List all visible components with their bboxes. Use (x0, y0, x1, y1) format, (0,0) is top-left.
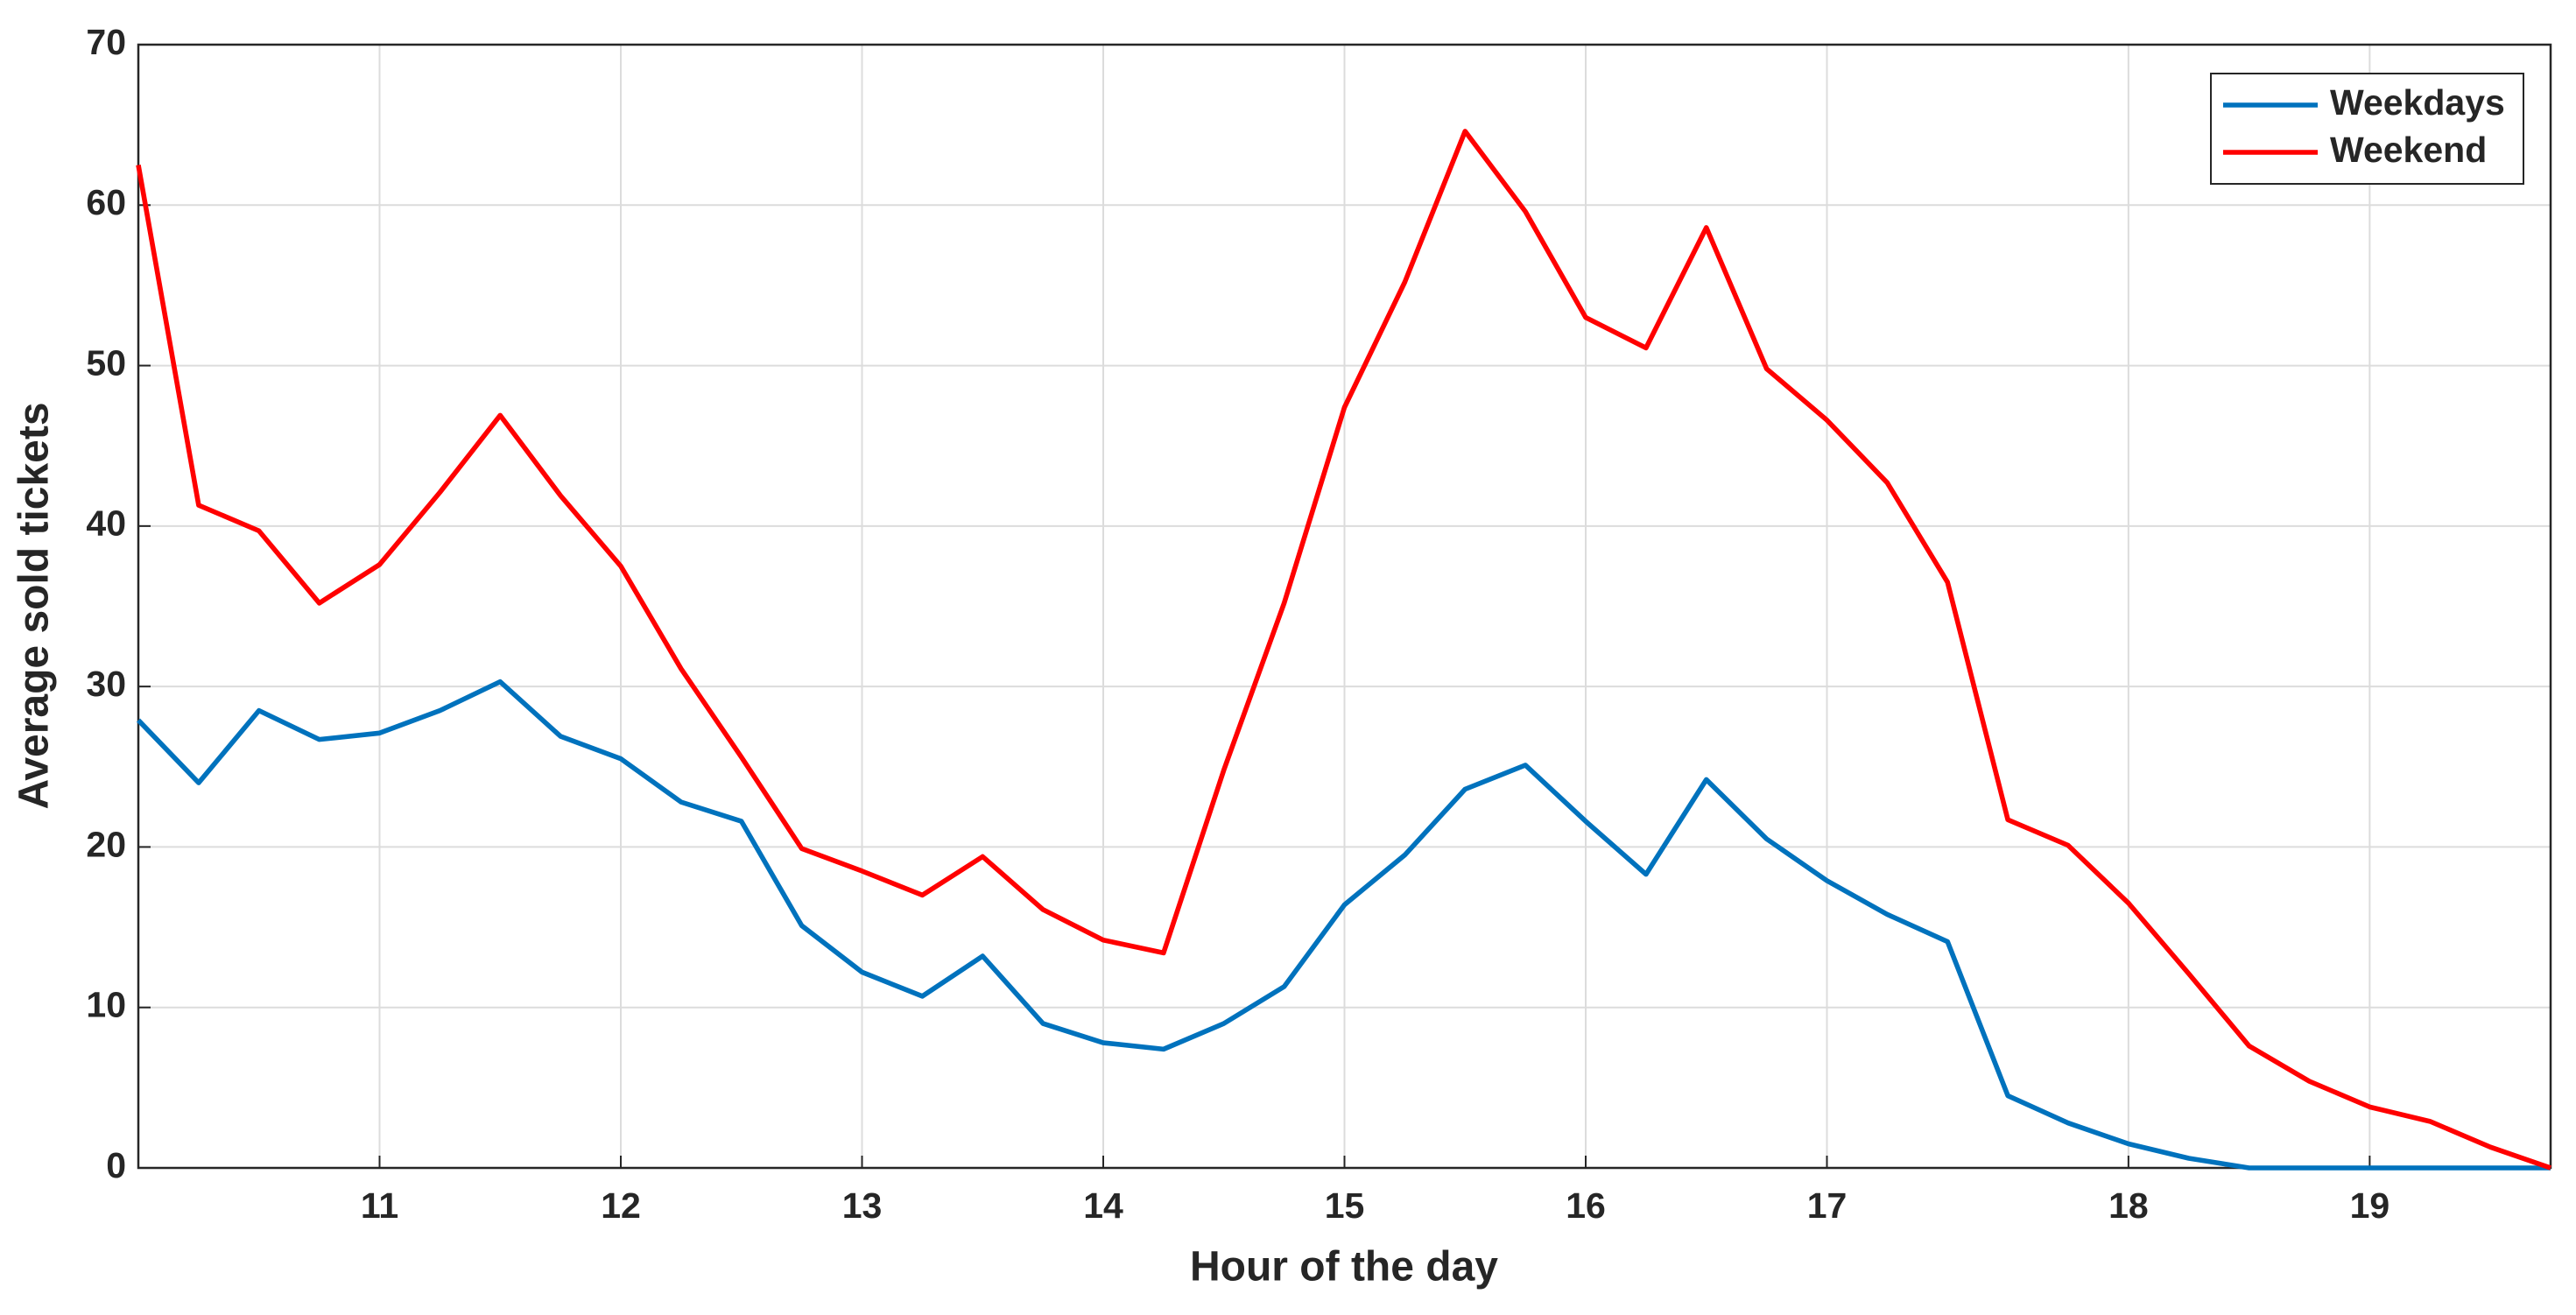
series-line (136, 129, 2551, 1171)
y-tick-label: 0 (106, 1145, 126, 1185)
y-tick-label: 60 (86, 182, 126, 222)
y-tick-label: 40 (86, 503, 126, 544)
x-tick-label: 16 (1566, 1185, 1606, 1226)
x-tick-label: 15 (1325, 1185, 1365, 1226)
y-tick-label: 10 (86, 985, 126, 1025)
x-tick-label: 13 (842, 1185, 883, 1226)
y-tick-label: 50 (86, 342, 126, 383)
series-line (136, 679, 2551, 1171)
y-tick-label: 70 (86, 22, 126, 62)
x-tick-label: 18 (2108, 1185, 2149, 1226)
legend: Weekdays Weekend (2210, 73, 2524, 185)
legend-label: Weekdays (2330, 82, 2505, 123)
x-tick-label: 12 (601, 1185, 641, 1226)
x-tick-label: 11 (361, 1185, 398, 1226)
x-axis-label: Hour of the day (1190, 1244, 1498, 1290)
legend-label: Weekend (2330, 130, 2487, 170)
x-tick-label: 19 (2350, 1185, 2390, 1226)
y-axis-label: Average sold tickets (11, 402, 58, 809)
y-tick-label: 30 (86, 664, 126, 704)
y-tick-label: 20 (86, 824, 126, 864)
x-tick-label: 17 (1807, 1185, 1848, 1226)
x-tick-label: 14 (1083, 1185, 1123, 1226)
legend-box (2210, 73, 2524, 185)
plot-frame (137, 43, 2552, 1170)
